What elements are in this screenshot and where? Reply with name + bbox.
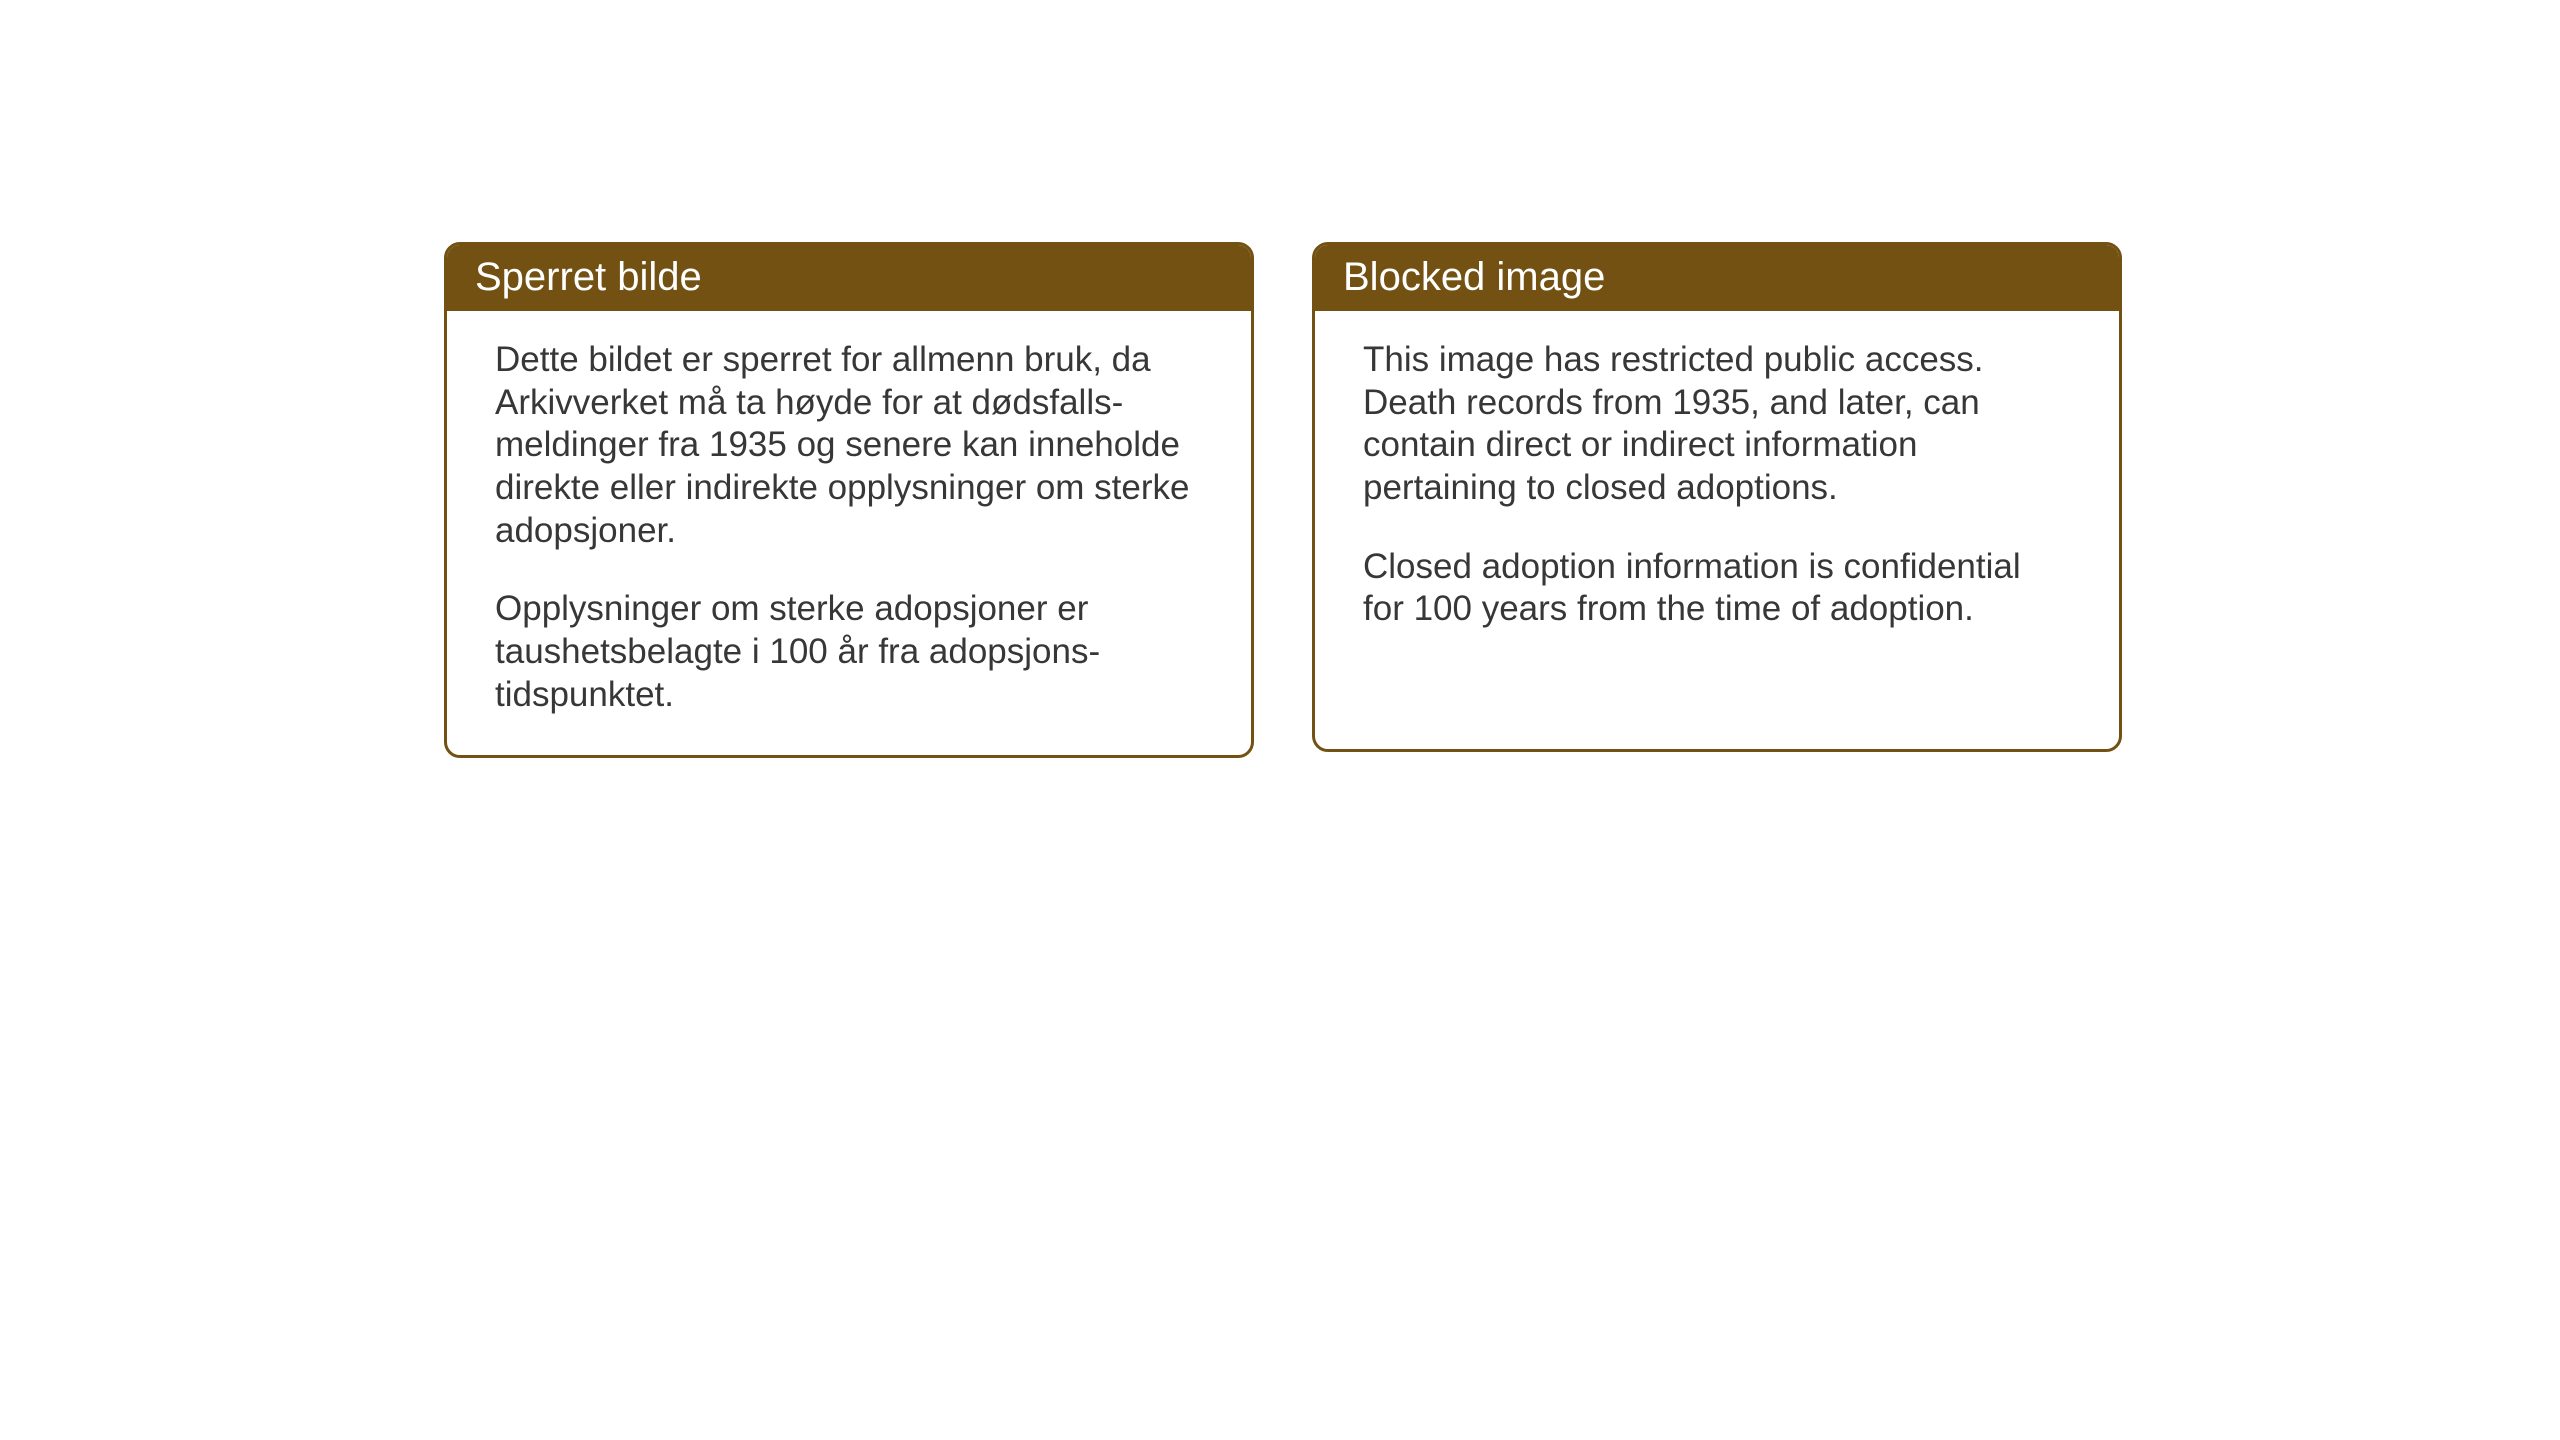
norwegian-header: Sperret bilde — [447, 245, 1251, 311]
norwegian-paragraph-2: Opplysninger om sterke adopsjoner er tau… — [495, 588, 1203, 716]
info-container: Sperret bilde Dette bildet er sperret fo… — [0, 0, 2560, 758]
norwegian-body: Dette bildet er sperret for allmenn bruk… — [447, 311, 1251, 755]
norwegian-info-box: Sperret bilde Dette bildet er sperret fo… — [444, 242, 1254, 758]
english-body: This image has restricted public access.… — [1315, 311, 2119, 669]
english-info-box: Blocked image This image has restricted … — [1312, 242, 2122, 752]
norwegian-paragraph-1: Dette bildet er sperret for allmenn bruk… — [495, 339, 1203, 552]
english-paragraph-1: This image has restricted public access.… — [1363, 339, 2071, 510]
english-header: Blocked image — [1315, 245, 2119, 311]
english-paragraph-2: Closed adoption information is confident… — [1363, 546, 2071, 631]
